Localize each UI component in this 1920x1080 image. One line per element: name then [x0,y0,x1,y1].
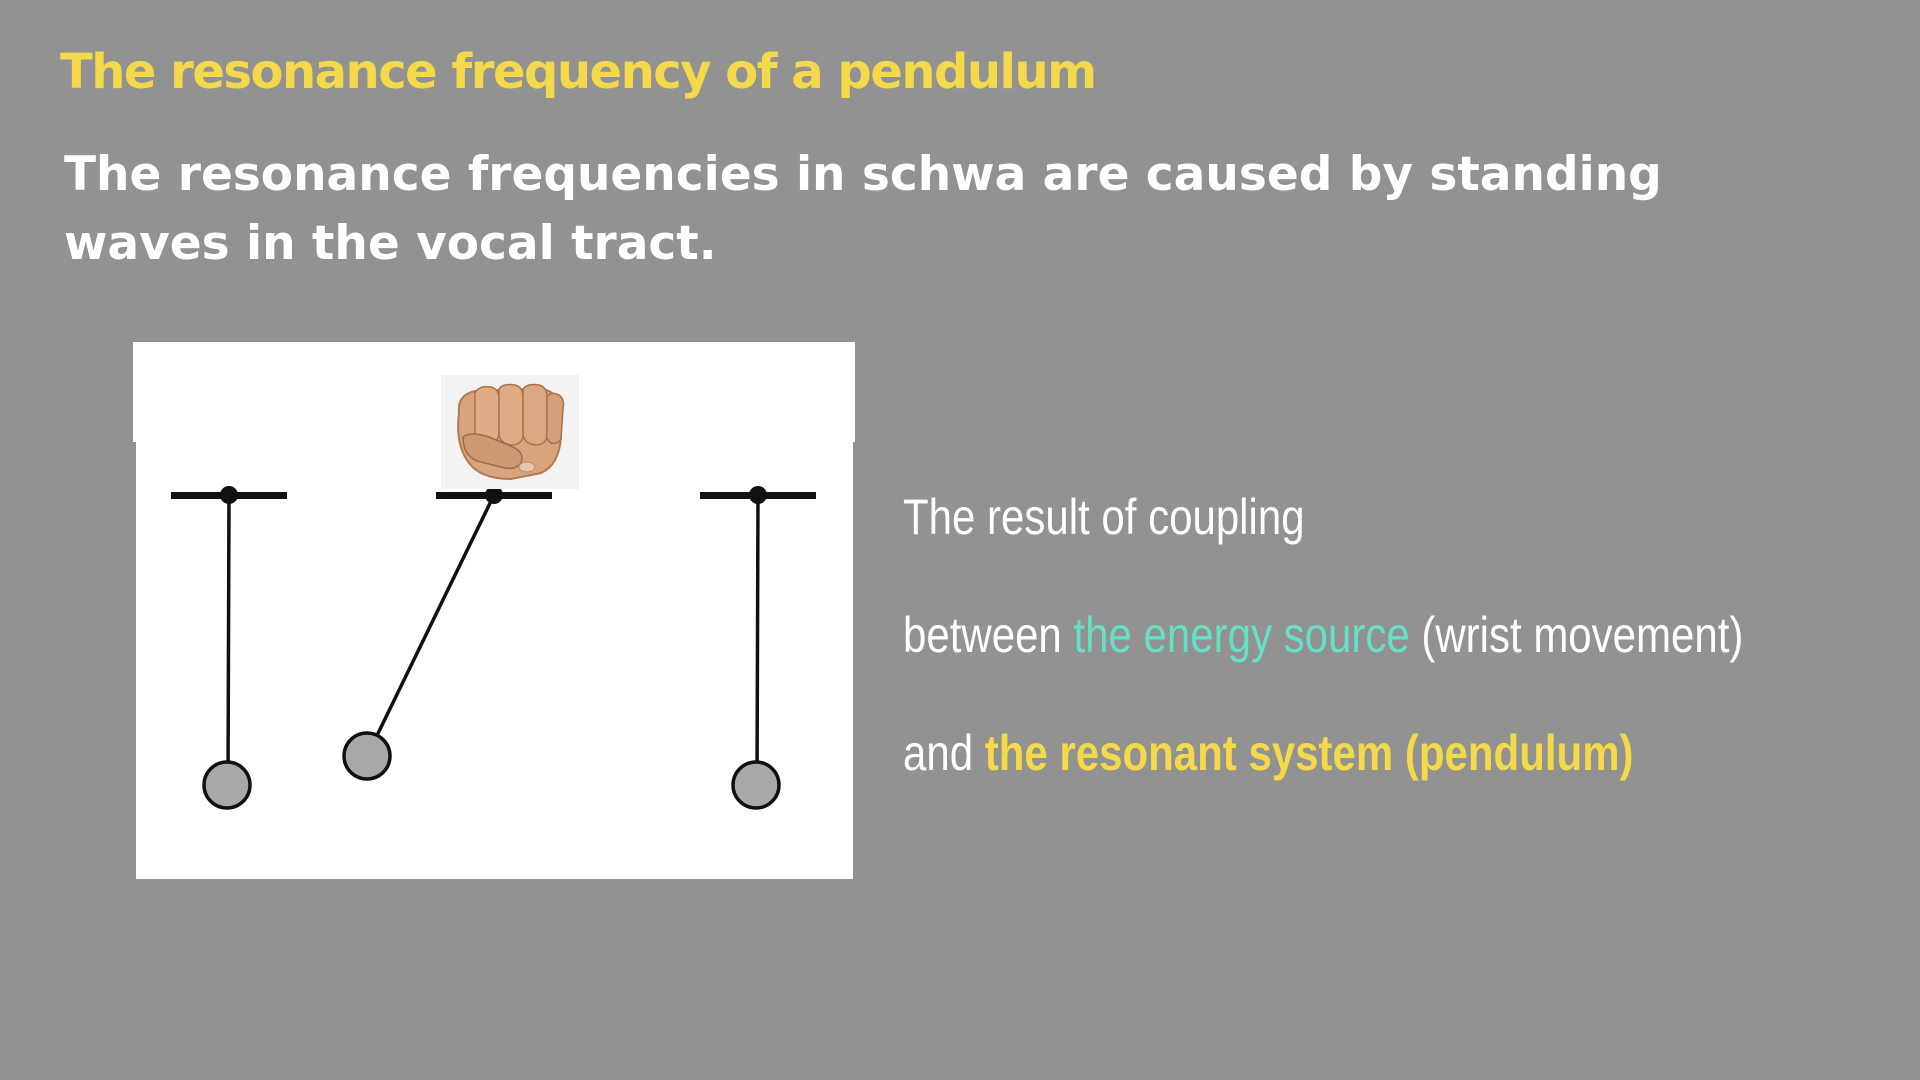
caption-line-2-suffix: (wrist movement) [1409,607,1744,663]
bob-2 [342,731,392,781]
bob-1 [202,760,252,810]
caption-line-3: and the resonant system (pendulum) [903,724,1634,782]
slide-subtitle: The resonance frequencies in schwa are c… [64,147,1662,271]
frame-notch-left [133,442,136,879]
frame-notch-right [853,442,855,879]
energy-source-label: the energy source [1073,607,1410,663]
pendulum-3 [700,486,816,810]
caption-line-1-text: The result of coupling [903,489,1305,545]
rod-3 [755,494,760,786]
pendulum-2 [342,486,552,781]
bob-3 [731,760,781,810]
pendulum-diagram [133,442,855,879]
resonant-system-label: the resonant system (pendulum) [984,725,1634,781]
caption-line-3-prefix: and [903,725,985,781]
fist-icon [441,375,579,489]
slide-title: The resonance frequency of a pendulum [60,44,1097,100]
rod-1-visible [226,494,231,786]
caption-line-2: between the energy source (wrist movemen… [903,606,1743,664]
caption-line-1: The result of coupling [903,488,1305,546]
caption-line-2-prefix: between [903,607,1074,663]
rod-2 [365,494,496,757]
